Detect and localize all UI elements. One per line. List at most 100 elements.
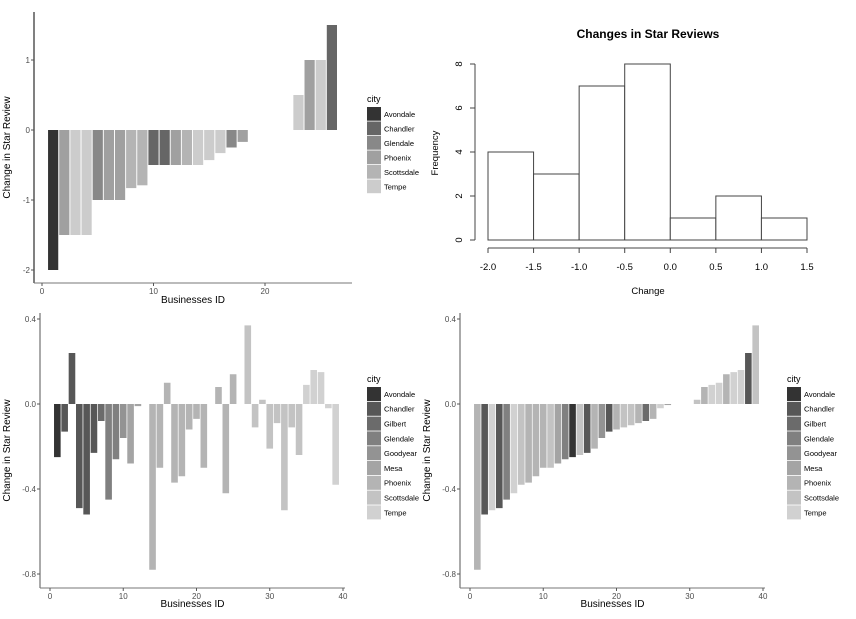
- x-axis-title: Change: [631, 286, 664, 297]
- histogram-bar: [533, 173, 580, 241]
- x-tick-label: 30: [265, 592, 274, 601]
- legend-label-tempe: Tempe: [804, 508, 827, 517]
- legend-label-gilbert: Gilbert: [804, 420, 827, 429]
- legend-swatch-mesa: [787, 461, 801, 475]
- bar-chandler: [76, 404, 83, 509]
- legend-label-glendale: Glendale: [384, 139, 414, 148]
- bar-scottsdale: [137, 130, 148, 186]
- legend-label-phoenix: Phoenix: [384, 479, 411, 488]
- legend-swatch-avondale: [787, 387, 801, 401]
- bar-phoenix: [215, 387, 222, 404]
- bar-phoenix: [185, 404, 193, 430]
- bar-tempe: [315, 60, 326, 130]
- bar-tempe: [81, 130, 92, 235]
- bar-tempe: [737, 370, 745, 404]
- x-axis-title: Businesses ID: [161, 599, 225, 610]
- legend-swatch-chandler: [367, 401, 381, 416]
- legend-label-avondale: Avondale: [804, 390, 835, 399]
- legend-label-tempe: Tempe: [384, 508, 407, 517]
- chart-top-right: Changes in Star Reviews -2.0 -1.5 -1.0 -0.5 0…: [430, 27, 814, 297]
- bar-glendale: [92, 130, 103, 200]
- legend-swatch-mesa: [367, 461, 381, 475]
- bar-phoenix: [532, 404, 540, 477]
- bar-scottsdale: [620, 404, 628, 428]
- y-tick-label: 6: [454, 105, 465, 110]
- bar-scottsdale: [259, 399, 266, 404]
- bar-scottsdale: [627, 404, 635, 426]
- legend-swatch-gilbert: [787, 416, 801, 431]
- bar-glendale: [105, 404, 112, 500]
- bar-goodyear: [119, 404, 127, 438]
- legend-label-tempe: Tempe: [384, 182, 407, 191]
- bar-scottsdale: [273, 404, 281, 424]
- y-tick-label: 0.0: [25, 400, 37, 409]
- x-tick-label: -0.5: [617, 262, 633, 273]
- bar-phoenix: [229, 374, 237, 404]
- bar-tempe: [317, 372, 325, 404]
- bar-glendale: [503, 404, 510, 500]
- bar-mesa: [134, 404, 142, 407]
- bar-phoenix: [193, 404, 200, 419]
- legend-swatch-tempe: [367, 179, 381, 194]
- legend-label-scottsdale: Scottsdale: [804, 494, 839, 503]
- legend-swatch-avondale: [367, 107, 381, 121]
- x-axis-title: Businesses ID: [161, 295, 225, 306]
- x-tick-label: 10: [149, 287, 158, 296]
- legend-label-chandler: Chandler: [384, 405, 415, 414]
- histogram-bar: [578, 85, 626, 241]
- bar-phoenix: [114, 130, 126, 200]
- legend-swatch-glendale: [787, 431, 801, 446]
- bar-chandler: [583, 404, 591, 453]
- y-tick-label: 1: [26, 56, 31, 65]
- bar-phoenix: [103, 130, 114, 200]
- y-tick-label: 0.4: [445, 315, 457, 324]
- bar-chandler: [745, 353, 752, 404]
- bar-tempe: [293, 95, 304, 130]
- x-tick-label: 1.0: [755, 262, 768, 273]
- legend-swatch-phoenix: [367, 150, 381, 165]
- bar-scottsdale: [752, 325, 759, 404]
- legend-swatch-chandler: [787, 401, 801, 416]
- bar-phoenix: [701, 387, 708, 404]
- bar-tempe: [215, 130, 226, 154]
- bar-tempe: [657, 404, 664, 409]
- y-tick-label: 0.4: [25, 315, 37, 324]
- y-tick-label: 2: [454, 193, 465, 198]
- x-tick-label: 0.0: [664, 262, 677, 273]
- bar-chandler: [326, 25, 337, 130]
- bar-scottsdale: [281, 404, 288, 511]
- bar-phoenix: [525, 404, 532, 483]
- legend-title: city: [787, 374, 801, 384]
- bar-tempe: [510, 404, 518, 494]
- y-tick-label: -2: [23, 266, 31, 275]
- bar-phoenix: [635, 404, 642, 424]
- legend-label-glendale: Glendale: [804, 434, 834, 443]
- bar-chandler: [496, 404, 503, 509]
- bar-chandler: [148, 130, 159, 165]
- y-axis-title: Change in Star Review: [422, 399, 433, 502]
- bar-tempe: [715, 382, 723, 404]
- bar-scottsdale: [517, 404, 525, 485]
- y-tick-label: -0.4: [22, 485, 36, 494]
- legend-label-phoenix: Phoenix: [804, 479, 831, 488]
- bar-phoenix: [170, 130, 181, 165]
- bar-tempe: [193, 130, 204, 165]
- bar-chandler: [61, 404, 68, 432]
- bar-phoenix: [156, 404, 164, 468]
- x-tick-label: 0: [40, 287, 45, 296]
- bar-mesa: [664, 404, 672, 406]
- legend-swatch-goodyear: [787, 446, 801, 461]
- legend-label-avondale: Avondale: [384, 110, 415, 119]
- legend-label-chandler: Chandler: [384, 124, 415, 133]
- y-tick-label: 0: [454, 237, 465, 242]
- bar-tempe: [204, 130, 215, 161]
- legend-swatch-scottsdale: [367, 490, 381, 505]
- y-axis-title: Change in Star Review: [2, 399, 13, 502]
- legend-label-gilbert: Gilbert: [384, 420, 407, 429]
- bar-tempe: [708, 384, 716, 404]
- x-tick-label: 20: [261, 287, 270, 296]
- x-tick-label: 0.5: [709, 262, 722, 273]
